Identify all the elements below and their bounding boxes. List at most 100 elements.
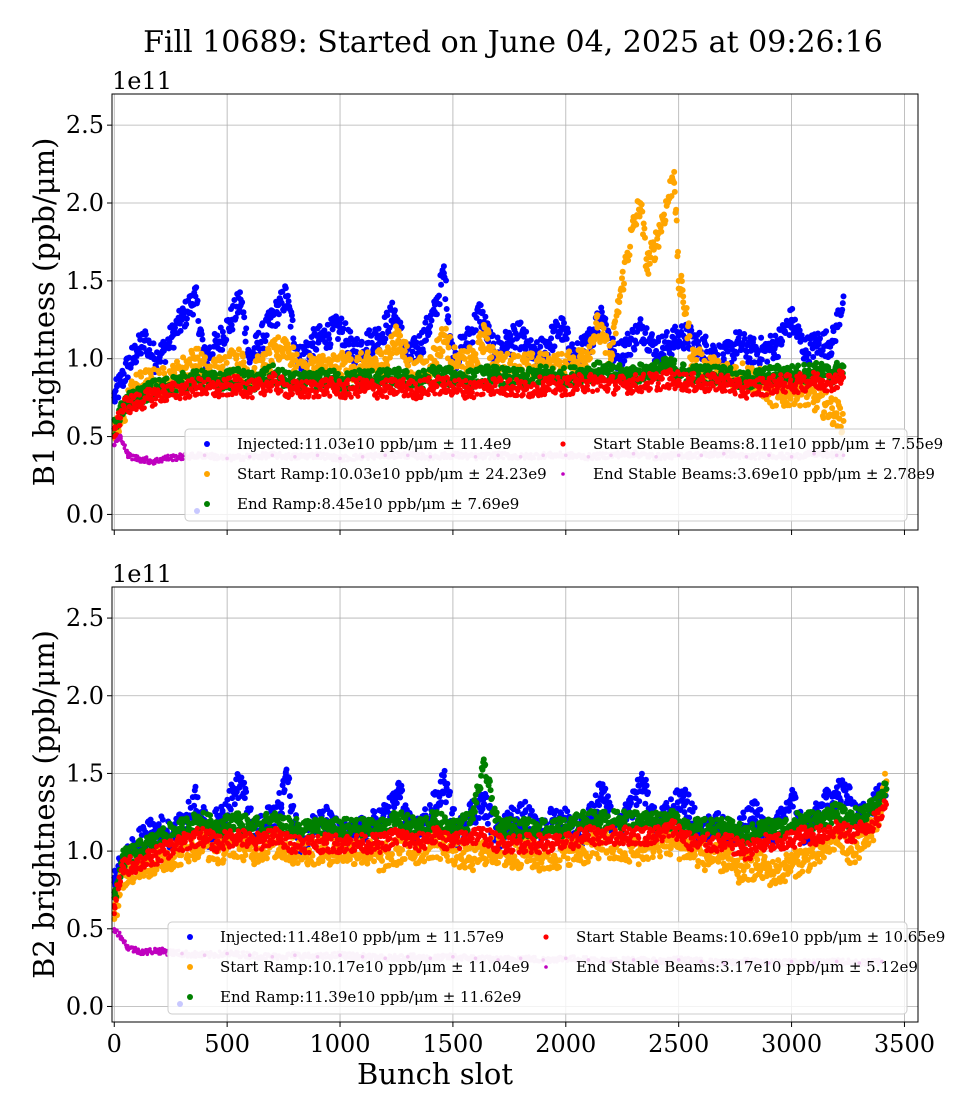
data-point	[745, 389, 751, 395]
data-point	[482, 313, 489, 320]
data-point	[246, 355, 253, 362]
data-point	[195, 345, 202, 352]
data-point	[839, 410, 846, 417]
data-point	[445, 344, 452, 351]
y-tick-label: 1.5	[66, 267, 104, 295]
data-point	[680, 345, 687, 352]
data-point	[657, 223, 664, 230]
data-point	[594, 379, 601, 385]
data-point	[339, 349, 346, 356]
data-point	[442, 296, 449, 303]
data-point	[432, 391, 438, 397]
data-point	[183, 363, 190, 370]
data-point	[840, 374, 847, 380]
data-point	[120, 370, 127, 377]
data-point	[219, 328, 226, 335]
data-point	[722, 388, 728, 394]
data-point	[409, 348, 416, 355]
data-point	[512, 344, 519, 351]
data-point	[522, 346, 529, 353]
data-point	[527, 337, 534, 344]
data-point	[400, 376, 406, 382]
data-point	[650, 246, 657, 253]
data-point	[198, 331, 205, 338]
data-point	[731, 355, 737, 362]
data-point	[598, 309, 605, 315]
data-point	[747, 347, 754, 354]
data-point	[661, 211, 667, 218]
data-point	[778, 372, 784, 378]
data-point	[590, 388, 596, 394]
data-point	[237, 289, 243, 296]
data-point	[796, 327, 803, 334]
data-point	[639, 208, 646, 215]
data-point	[426, 375, 432, 381]
data-point	[612, 382, 619, 388]
data-point	[480, 391, 486, 397]
data-point	[739, 387, 745, 393]
data-point	[801, 361, 808, 368]
data-point	[412, 381, 419, 387]
data-point	[272, 372, 278, 378]
data-point	[836, 321, 843, 328]
data-point	[140, 344, 147, 351]
data-point	[610, 374, 616, 380]
data-point	[829, 379, 835, 385]
data-point	[215, 340, 222, 347]
data-point	[138, 373, 145, 380]
data-point	[239, 353, 246, 360]
data-point	[623, 254, 630, 261]
data-point	[537, 363, 544, 370]
data-point	[634, 328, 641, 335]
data-point	[698, 351, 705, 358]
y-tick-label: 0.5	[66, 423, 104, 451]
data-point	[558, 379, 564, 385]
data-point	[293, 351, 300, 358]
data-point	[249, 395, 255, 401]
data-point	[360, 384, 366, 390]
data-point	[486, 382, 492, 388]
data-point	[214, 332, 221, 339]
data-point	[219, 346, 226, 353]
data-point	[721, 379, 727, 385]
data-point	[229, 326, 236, 333]
data-point	[755, 347, 762, 354]
data-point	[498, 377, 504, 383]
data-point	[450, 384, 456, 390]
data-point	[166, 338, 173, 345]
data-point	[321, 327, 328, 334]
data-point	[269, 379, 275, 385]
data-point	[445, 375, 451, 381]
data-point	[160, 365, 167, 372]
data-point	[445, 319, 452, 326]
data-point	[642, 338, 649, 345]
data-point	[169, 386, 175, 393]
data-point	[350, 363, 357, 370]
data-point	[177, 396, 183, 402]
data-point	[389, 299, 396, 306]
data-point	[334, 370, 341, 377]
data-point	[537, 374, 543, 380]
data-point	[587, 355, 593, 362]
data-point	[282, 293, 289, 300]
data-point	[418, 340, 425, 347]
data-point	[795, 362, 802, 369]
data-point	[358, 338, 365, 345]
data-point	[551, 343, 558, 350]
data-point	[141, 405, 147, 411]
data-point	[197, 384, 203, 390]
data-point	[193, 284, 200, 291]
series-start-stable-beams	[111, 367, 847, 440]
data-point	[431, 309, 438, 315]
data-point	[494, 334, 501, 341]
data-point	[558, 384, 564, 390]
data-point	[833, 410, 840, 417]
data-point	[290, 344, 297, 351]
data-point	[673, 206, 680, 213]
data-point	[767, 332, 774, 339]
data-point	[689, 355, 696, 362]
data-point	[316, 323, 323, 329]
data-point	[481, 332, 488, 339]
data-point	[124, 374, 131, 381]
data-point	[520, 392, 526, 398]
